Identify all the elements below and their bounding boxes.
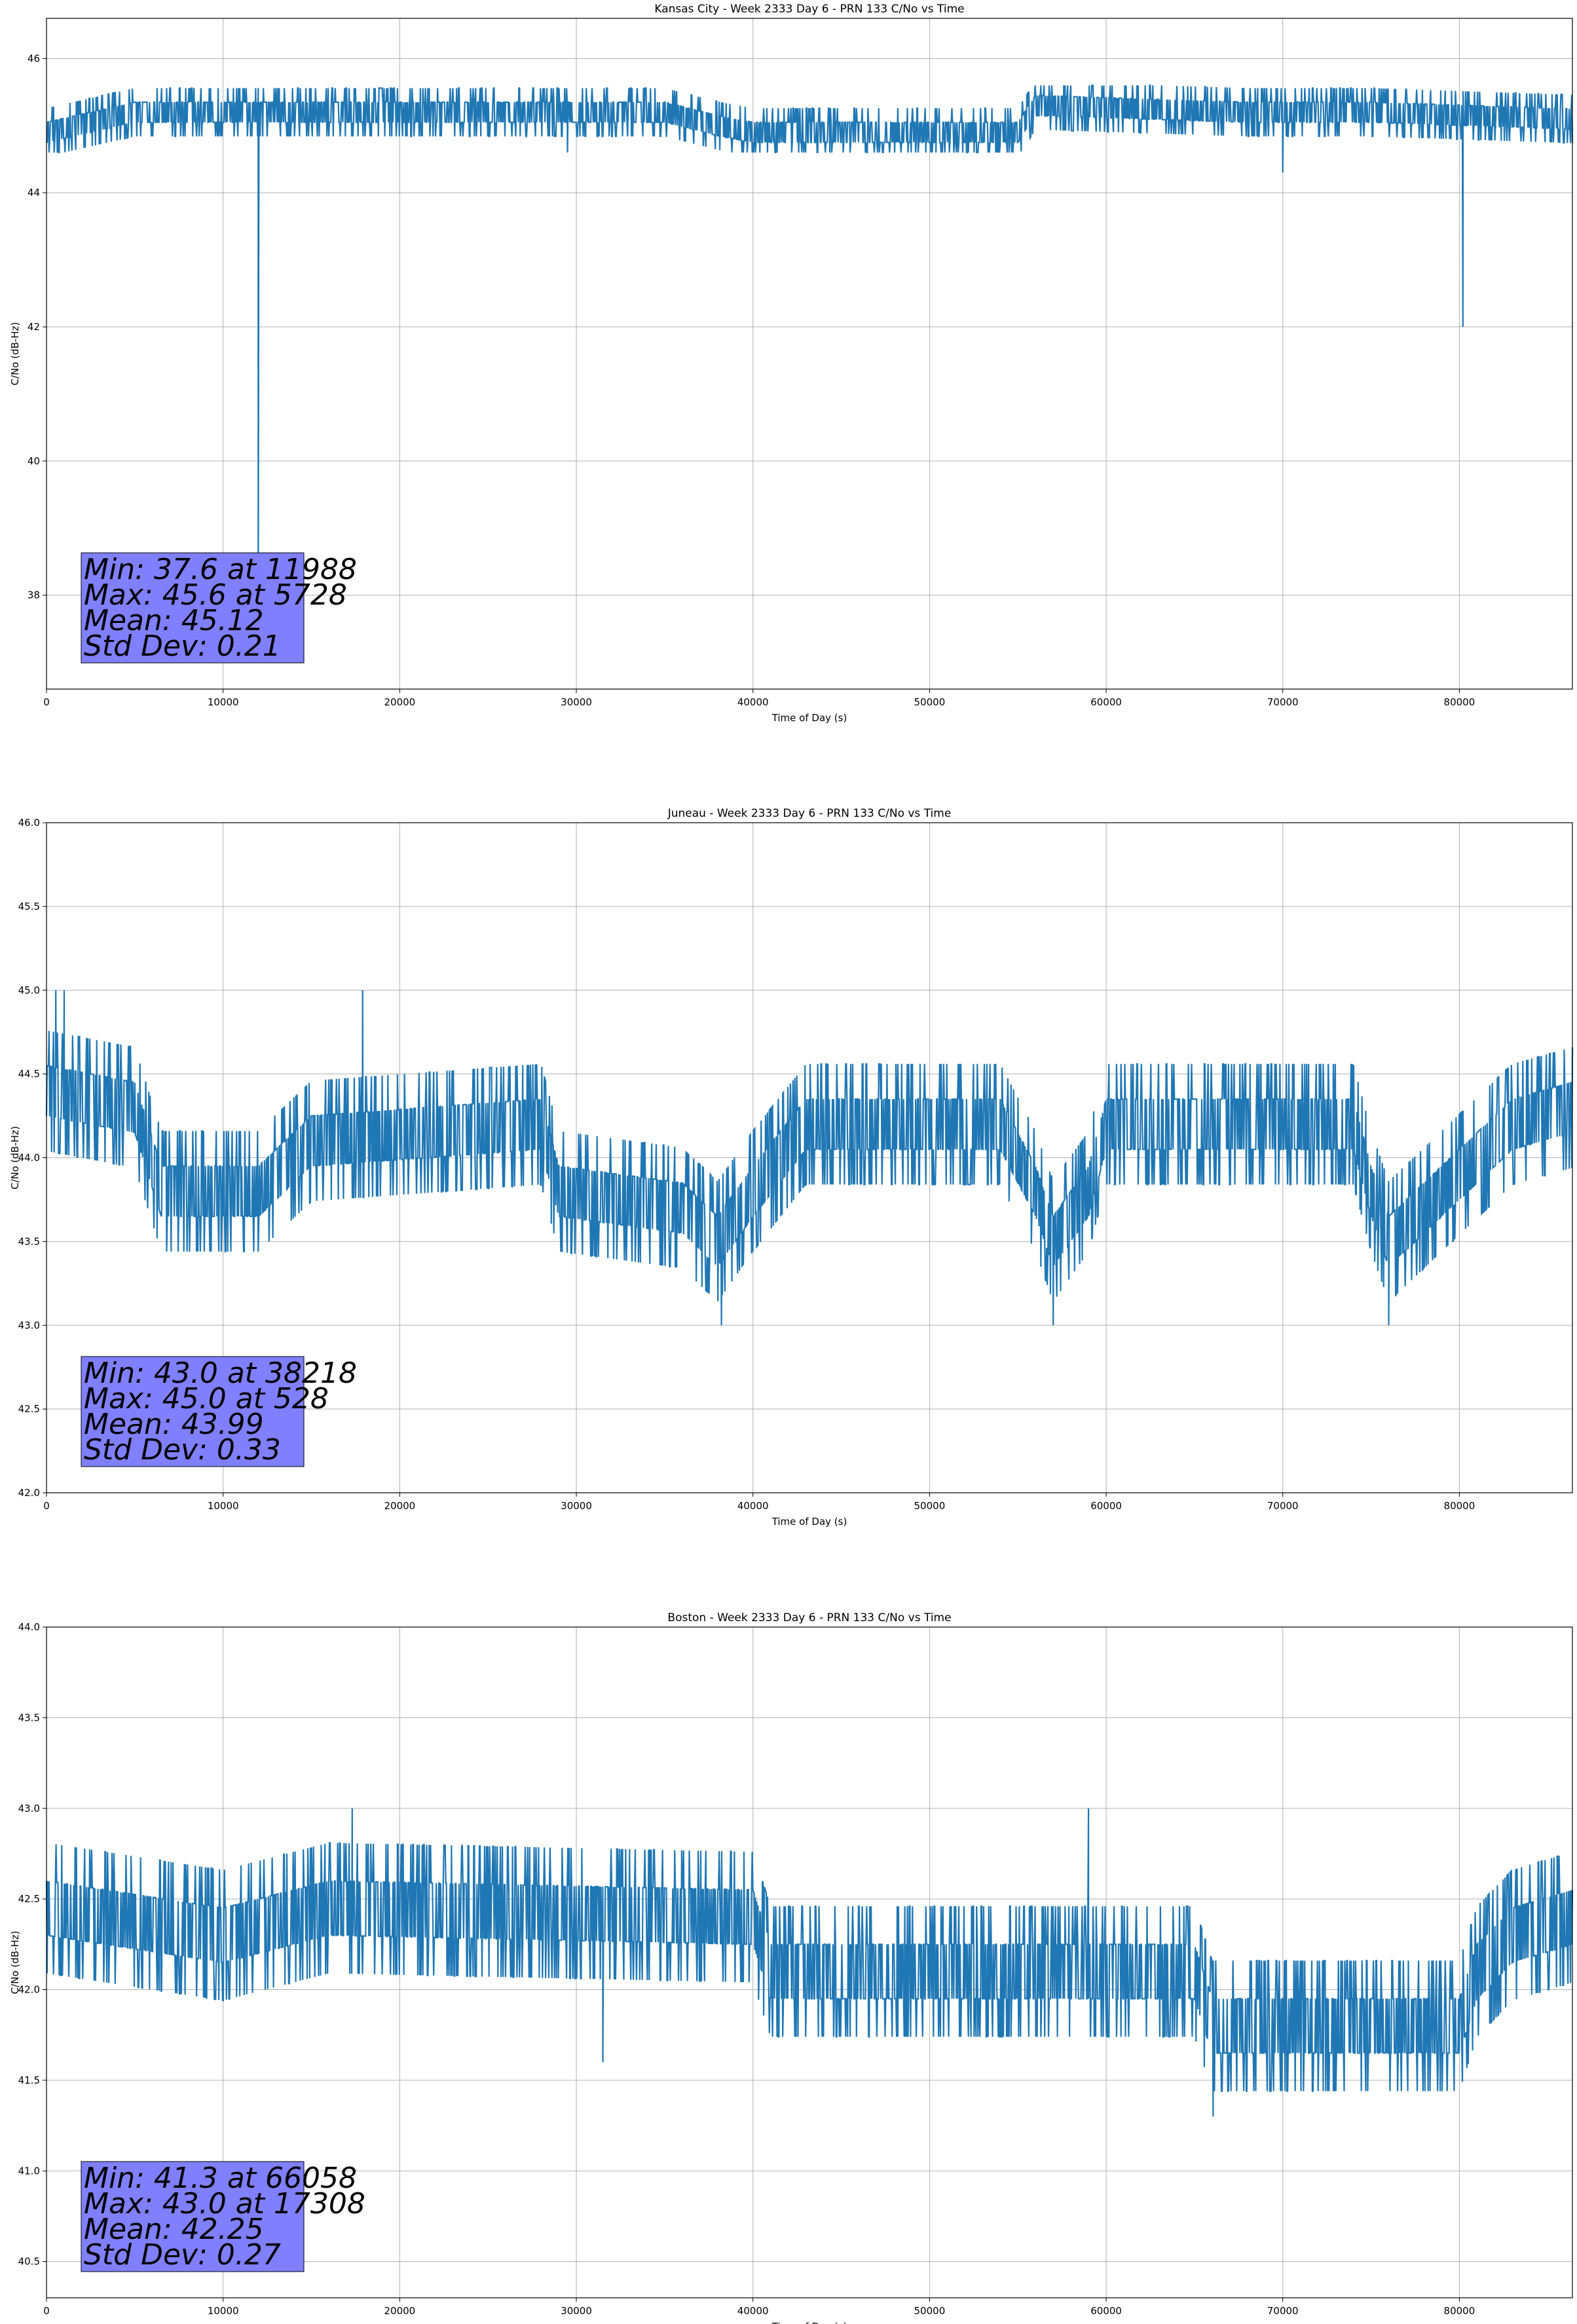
x-tick-label: 80000 xyxy=(1444,1500,1475,1512)
x-tick-label: 80000 xyxy=(1444,2305,1475,2317)
y-tick-label: 44 xyxy=(28,187,40,198)
y-tick-label: 40 xyxy=(28,455,40,467)
y-axis-label: C/No (dB-Hz) xyxy=(9,1931,21,1995)
x-tick-label: 60000 xyxy=(1090,2305,1122,2317)
x-tick-label: 10000 xyxy=(208,1500,239,1512)
x-tick-label: 80000 xyxy=(1444,696,1475,708)
stats-max: Max: 45.6 at 5728 xyxy=(84,578,347,612)
stats-min: Min: 43.0 at 38218 xyxy=(84,1357,357,1390)
y-axis-label: C/No (dB-Hz) xyxy=(9,1126,21,1190)
x-tick-label: 30000 xyxy=(561,2305,592,2317)
stats-std: Std Dev: 0.21 xyxy=(84,629,281,663)
x-axis-label: Time of Day (s) xyxy=(771,712,847,724)
y-tick-label: 40.5 xyxy=(18,2256,40,2268)
x-axis-label: Time of Day (s) xyxy=(771,1516,847,1527)
x-tick-label: 20000 xyxy=(384,2305,415,2317)
stats-min: Min: 41.3 at 66058 xyxy=(84,2162,357,2195)
x-tick-label: 0 xyxy=(43,696,50,708)
axes-frame xyxy=(46,18,1573,690)
stats-mean: Mean: 42.25 xyxy=(84,2213,264,2246)
x-tick-label: 20000 xyxy=(384,696,415,708)
y-tick-label: 42.0 xyxy=(18,1984,40,1996)
stats-mean: Mean: 45.12 xyxy=(84,604,264,637)
x-tick-label: 70000 xyxy=(1267,696,1299,708)
chart-title: Boston - Week 2333 Day 6 - PRN 133 C/No … xyxy=(667,1611,951,1624)
chart-title: Juneau - Week 2333 Day 6 - PRN 133 C/No … xyxy=(667,807,952,820)
y-tick-label: 45.5 xyxy=(18,901,40,912)
cno-series-line xyxy=(45,1808,1574,2117)
axes-frame xyxy=(46,1626,1573,2298)
y-tick-label: 46.0 xyxy=(18,817,40,829)
y-tick-label: 46 xyxy=(28,52,40,64)
y-tick-label: 42.5 xyxy=(18,1403,40,1415)
x-tick-label: 20000 xyxy=(384,1500,415,1512)
x-tick-label: 70000 xyxy=(1267,1500,1299,1512)
y-tick-label: 45.0 xyxy=(18,984,40,996)
y-tick-label: 41.5 xyxy=(18,2074,40,2086)
y-tick-label: 43.5 xyxy=(18,1235,40,1247)
stats-std: Std Dev: 0.27 xyxy=(84,2238,281,2272)
x-tick-label: 60000 xyxy=(1090,696,1122,708)
axes-frame xyxy=(46,822,1573,1493)
x-tick-label: 0 xyxy=(43,2305,50,2317)
y-axis-label: C/No (dB-Hz) xyxy=(9,322,21,386)
y-tick-label: 38 xyxy=(28,590,40,601)
x-tick-label: 30000 xyxy=(561,1500,592,1512)
y-tick-label: 44.0 xyxy=(18,1621,40,1633)
x-tick-label: 50000 xyxy=(914,696,946,708)
x-tick-label: 70000 xyxy=(1267,2305,1299,2317)
y-tick-label: 42.0 xyxy=(18,1487,40,1499)
stats-box-background xyxy=(81,552,305,664)
stats-box-background xyxy=(81,1356,305,1467)
x-tick-label: 0 xyxy=(43,1500,50,1512)
y-tick-label: 43.0 xyxy=(18,1319,40,1331)
stats-min: Min: 37.6 at 11988 xyxy=(84,553,357,586)
y-tick-label: 41.0 xyxy=(18,2165,40,2177)
y-tick-label: 42 xyxy=(28,321,40,333)
chart-1: 0 10000 20000 30000 40000 50000 60000 70000 8000… xyxy=(9,3,1574,724)
x-tick-label: 50000 xyxy=(914,1500,946,1512)
y-tick-label: 42.5 xyxy=(18,1893,40,1905)
stats-mean: Mean: 43.99 xyxy=(84,1408,264,1441)
cno-series-line xyxy=(45,990,1574,1326)
x-tick-label: 40000 xyxy=(737,696,769,708)
y-tick-label: 43.5 xyxy=(18,1712,40,1723)
x-tick-label: 50000 xyxy=(914,2305,946,2317)
x-tick-label: 10000 xyxy=(208,2305,239,2317)
stats-max: Max: 43.0 at 17308 xyxy=(84,2187,365,2221)
x-tick-label: 60000 xyxy=(1090,1500,1122,1512)
stats-std: Std Dev: 0.33 xyxy=(84,1433,281,1467)
x-tick-label: 10000 xyxy=(208,696,239,708)
chart-3: 0 10000 20000 30000 40000 50000 60000 70000 8000… xyxy=(9,1611,1574,2324)
chart-2: 0 10000 20000 30000 40000 50000 60000 70000 8000… xyxy=(9,807,1574,1527)
x-tick-label: 40000 xyxy=(737,1500,769,1512)
chart-title: Kansas City - Week 2333 Day 6 - PRN 133 … xyxy=(654,3,964,16)
stats-box-background xyxy=(81,2161,305,2272)
y-tick-label: 43.0 xyxy=(18,1803,40,1814)
y-tick-label: 44.0 xyxy=(18,1152,40,1164)
x-axis-label: Time of Day (s) xyxy=(771,2321,847,2324)
stats-max: Max: 45.0 at 528 xyxy=(84,1382,329,1415)
x-tick-label: 30000 xyxy=(561,696,592,708)
x-tick-label: 40000 xyxy=(737,2305,769,2317)
cno-series-line xyxy=(46,84,1574,622)
y-tick-label: 44.5 xyxy=(18,1068,40,1080)
